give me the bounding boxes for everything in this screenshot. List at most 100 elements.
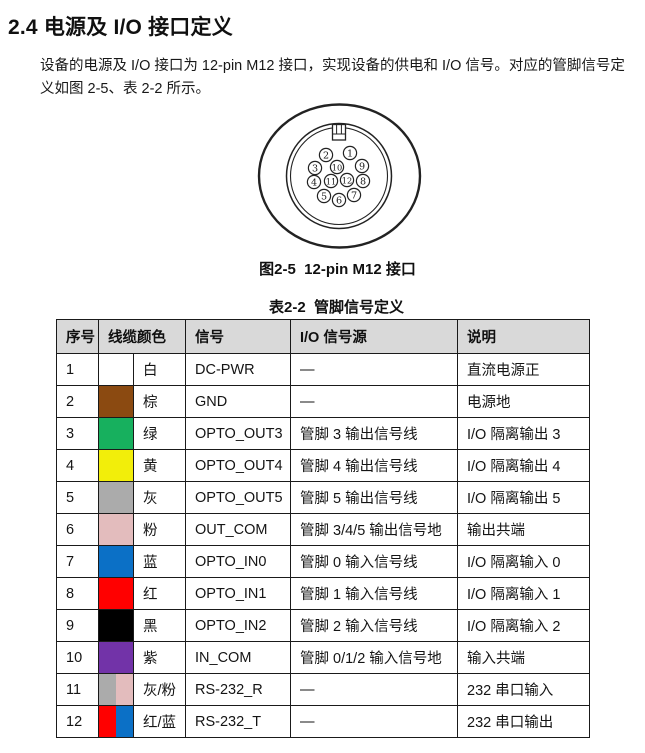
io-source-cell: — — [290, 353, 458, 386]
wire-color-name-cell: 棕 — [133, 385, 186, 418]
color-swatch — [99, 546, 133, 577]
io-source-cell: 管脚 0 输入信号线 — [290, 545, 458, 578]
color-swatch — [99, 578, 133, 609]
io-source-cell: — — [290, 673, 458, 706]
table-row: 8 红 OPTO_IN1 管脚 1 输入信号线 I/O 隔离输入 1 — [56, 577, 590, 610]
io-source-cell: 管脚 3/4/5 输出信号地 — [290, 513, 458, 546]
wire-color-swatch — [98, 705, 134, 738]
pin-circle-10 — [329, 159, 345, 175]
wire-color-swatch — [98, 417, 134, 450]
description-cell: I/O 隔离输入 1 — [457, 577, 590, 610]
pin-number-cell: 5 — [56, 481, 99, 514]
wire-color-swatch — [98, 673, 134, 706]
io-source-cell: — — [290, 705, 458, 738]
document-page: 2.4 电源及 I/O 接口定义 设备的电源及 I/O 接口为 12-pin M… — [0, 11, 645, 753]
table-row: 12 红/蓝 RS-232_T —232 串口输出 — [56, 705, 590, 738]
column-header-1: 序号 — [56, 319, 99, 354]
signal-cell: OPTO_OUT4 — [185, 449, 291, 482]
table-row: 7 蓝 OPTO_IN0 管脚 0 输入信号线 I/O 隔离输入 0 — [56, 545, 590, 578]
wire-color-swatch — [98, 481, 134, 514]
signal-cell: OUT_COM — [185, 513, 291, 546]
column-header-3: 信号 — [185, 319, 291, 354]
color-swatch — [99, 418, 133, 449]
table-row: 9 黑 OPTO_IN2 管脚 2 输入信号线 I/O 隔离输入 2 — [56, 609, 590, 642]
table-row: 6 粉 OUT_COM 管脚 3/4/5 输出信号地 输出共端 — [56, 513, 590, 546]
pin-number-cell: 12 — [56, 705, 99, 738]
pin-number-8: 8 — [360, 176, 366, 187]
pin-circle-6 — [331, 192, 347, 208]
section-heading: 2.4 电源及 I/O 接口定义 — [8, 16, 233, 39]
pin-number-cell: 11 — [56, 673, 99, 706]
pin-number-2: 2 — [323, 150, 329, 161]
table-row: 10 紫 IN_COM 管脚 0/1/2 输入信号地 输入共端 — [56, 641, 590, 674]
pin-circle-4 — [306, 174, 322, 190]
pin-number-7: 7 — [351, 190, 357, 201]
color-swatch — [99, 610, 133, 641]
figure-caption: 图2-5 12-pin M12 接口 — [259, 261, 416, 278]
wire-color-swatch — [98, 577, 134, 610]
color-swatch — [99, 514, 133, 545]
signal-cell: OPTO_IN1 — [185, 577, 291, 610]
column-header-2: 线缆颜色 — [98, 319, 186, 354]
signal-cell: OPTO_IN2 — [185, 609, 291, 642]
wire-color-swatch — [98, 545, 134, 578]
column-header-5: 说明 — [457, 319, 590, 354]
wire-color-name-cell: 紫 — [133, 641, 186, 674]
wire-color-swatch — [98, 641, 134, 674]
description-cell: I/O 隔离输出 3 — [457, 417, 590, 450]
pin-number-cell: 1 — [56, 353, 99, 386]
pin-circle-5 — [316, 188, 332, 204]
pin-number-12: 12 — [342, 175, 352, 185]
color-swatch — [99, 674, 116, 705]
wire-color-name-cell: 白 — [133, 353, 186, 386]
wire-color-swatch — [98, 609, 134, 642]
pin-number-cell: 3 — [56, 417, 99, 450]
pin-circle-3 — [307, 160, 323, 176]
table-row: 3 绿 OPTO_OUT3 管脚 3 输出信号线 I/O 隔离输出 3 — [56, 417, 590, 450]
pin-number-cell: 2 — [56, 385, 99, 418]
color-swatch — [116, 674, 133, 705]
pin-number-cell: 10 — [56, 641, 99, 674]
pin-number-cell: 6 — [56, 513, 99, 546]
wire-color-name-cell: 灰 — [133, 481, 186, 514]
pin-number-cell: 7 — [56, 545, 99, 578]
pin-circle-8 — [355, 173, 371, 189]
description-cell: 直流电源正 — [457, 353, 590, 386]
color-swatch — [99, 354, 133, 385]
column-header-4: I/O 信号源 — [290, 319, 458, 354]
pin-number-9: 9 — [359, 161, 365, 172]
pin-number-11: 11 — [326, 176, 336, 186]
table-row: 4 黄 OPTO_OUT4 管脚 4 输出信号线 I/O 隔离输出 4 — [56, 449, 590, 482]
description-cell: 输入共端 — [457, 641, 590, 674]
description-cell: I/O 隔离输出 5 — [457, 481, 590, 514]
wire-color-name-cell: 黄 — [133, 449, 186, 482]
io-source-cell: 管脚 1 输入信号线 — [290, 577, 458, 610]
wire-color-name-cell: 红 — [133, 577, 186, 610]
wire-color-swatch — [98, 513, 134, 546]
description-cell: 输出共端 — [457, 513, 590, 546]
io-source-cell: 管脚 2 输入信号线 — [290, 609, 458, 642]
io-source-cell: 管脚 5 输出信号线 — [290, 481, 458, 514]
color-swatch — [99, 642, 133, 673]
pin-number-1: 1 — [347, 148, 353, 159]
io-source-cell: 管脚 0/1/2 输入信号地 — [290, 641, 458, 674]
description-cell: I/O 隔离输入 0 — [457, 545, 590, 578]
table-row: 1 白 DC-PWR — 直流电源正 — [56, 353, 590, 386]
pin-circle-2 — [318, 147, 334, 163]
pin-circle-1 — [342, 145, 358, 161]
pin-number-6: 6 — [336, 195, 342, 206]
wire-color-name-cell: 蓝 — [133, 545, 186, 578]
signal-cell: IN_COM — [185, 641, 291, 674]
table-caption: 表2-2 管脚信号定义 — [268, 299, 404, 316]
pin-number-cell: 9 — [56, 609, 99, 642]
pin-number-4: 4 — [311, 177, 317, 188]
description-cell: I/O 隔离输出 4 — [457, 449, 590, 482]
signal-cell: RS-232_R — [185, 673, 291, 706]
wire-color-swatch — [98, 449, 134, 482]
io-source-cell: 管脚 3 输出信号线 — [290, 417, 458, 450]
description-cell: 电源地 — [457, 385, 590, 418]
pin-number-3: 3 — [312, 163, 318, 174]
table-row: 2 棕 GND — 电源地 — [56, 385, 590, 418]
